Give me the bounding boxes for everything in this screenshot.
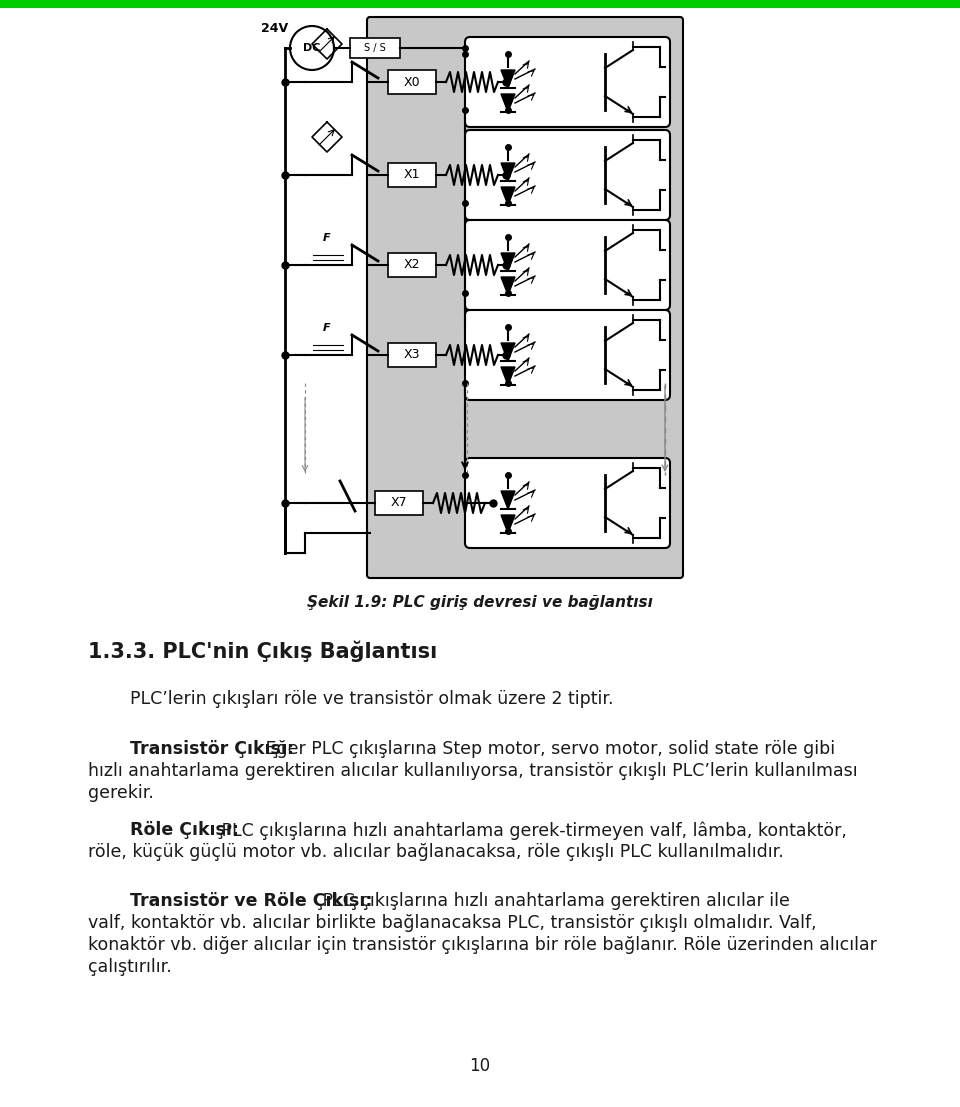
FancyBboxPatch shape [367,17,683,578]
FancyBboxPatch shape [465,458,670,548]
Bar [0,0,960,8]
Text: DC: DC [303,43,321,53]
FancyBboxPatch shape [465,37,670,127]
Text: 1.3.3. PLC'nin Çıkış Bağlantısı: 1.3.3. PLC'nin Çıkış Bağlantısı [88,640,437,662]
Text: Transistör ve Röle Çıkışı:: Transistör ve Röle Çıkışı: [130,892,372,910]
Polygon shape [501,515,515,532]
Bar [388,70,436,94]
Bar [388,163,436,187]
Polygon shape [501,343,515,361]
Text: PLC çıkışlarına hızlı anahtarlama gerektiren alıcılar ile: PLC çıkışlarına hızlı anahtarlama gerekt… [317,892,790,910]
Polygon shape [501,187,515,205]
Text: S / S: S / S [364,43,386,53]
Text: Eğer PLC çıkışlarına Step motor, servo motor, solid state röle gibi: Eğer PLC çıkışlarına Step motor, servo m… [259,739,835,758]
Text: F: F [324,232,331,244]
Text: çalıştırılır.: çalıştırılır. [88,958,172,975]
Bar [388,254,436,277]
Text: X0: X0 [404,75,420,89]
FancyBboxPatch shape [465,310,670,400]
FancyBboxPatch shape [465,130,670,220]
FancyBboxPatch shape [465,220,670,310]
Text: Transistör Çıkışı:: Transistör Çıkışı: [130,739,294,758]
Bar [388,343,436,368]
Text: X7: X7 [391,497,407,509]
Text: X1: X1 [404,168,420,182]
Polygon shape [501,254,515,271]
Polygon shape [501,94,515,112]
Text: valf, kontaktör vb. alıcılar birlikte bağlanacaksa PLC, transistör çıkışlı olmal: valf, kontaktör vb. alıcılar birlikte ba… [88,913,817,932]
Text: X2: X2 [404,259,420,271]
Text: F: F [324,323,331,333]
Polygon shape [501,70,515,87]
Text: 24V: 24V [261,21,289,34]
Polygon shape [501,277,515,294]
Text: konaktör vb. diğer alıcılar için transistör çıkışlarına bir röle bağlanır. Röle : konaktör vb. diğer alıcılar için transis… [88,935,876,954]
Text: gerekir.: gerekir. [88,784,154,801]
Bar [350,38,400,58]
Polygon shape [501,368,515,385]
Text: 10: 10 [469,1057,491,1075]
Bar [375,492,423,515]
Text: hızlı anahtarlama gerektiren alıcılar kullanılıyorsa, transistör çıkışlı PLC’ler: hızlı anahtarlama gerektiren alıcılar ku… [88,762,857,780]
Text: Şekil 1.9: PLC giriş devresi ve bağlantısı: Şekil 1.9: PLC giriş devresi ve bağlantı… [307,594,653,610]
Polygon shape [501,163,515,182]
Text: X3: X3 [404,349,420,362]
Text: röle, küçük güçlü motor vb. alıcılar bağlanacaksa, röle çıkışlı PLC kullanılmalı: röle, küçük güçlü motor vb. alıcılar bağ… [88,844,783,861]
Text: Röle Çıkışı:: Röle Çıkışı: [130,821,239,839]
Text: PLC çıkışlarına hızlı anahtarlama gerek-tirmeyen valf, lâmba, kontaktör,: PLC çıkışlarına hızlı anahtarlama gerek-… [216,821,848,840]
Text: PLC’lerin çıkışları röle ve transistör olmak üzere 2 tiptir.: PLC’lerin çıkışları röle ve transistör o… [130,690,613,708]
Polygon shape [501,492,515,509]
